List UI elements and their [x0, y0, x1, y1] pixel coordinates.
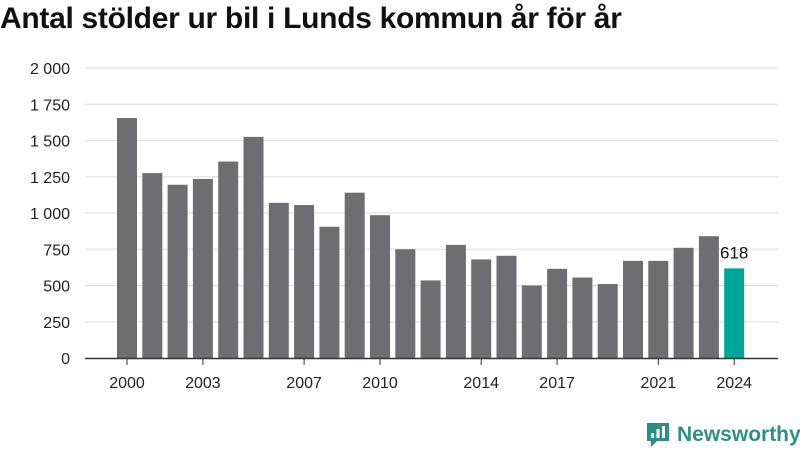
- bar-2012: [420, 280, 441, 358]
- bar-2002: [167, 184, 188, 358]
- bar-2014: [471, 259, 492, 358]
- y-tick-label: 750: [43, 242, 70, 259]
- x-tick-label: 2007: [286, 375, 322, 392]
- bar-2007: [294, 205, 315, 358]
- y-tick-label: 500: [43, 279, 70, 296]
- newsworthy-logo-icon: [647, 423, 669, 447]
- bar-2015: [496, 255, 517, 358]
- x-tick-label: 2017: [539, 375, 575, 392]
- bar-2011: [395, 249, 416, 358]
- y-tick-label: 0: [61, 351, 70, 368]
- bar-2021: [648, 260, 669, 358]
- y-tick-label: 1 000: [30, 206, 70, 223]
- bars: [117, 118, 745, 359]
- x-tick-label: 2021: [641, 375, 677, 392]
- bar-2003: [192, 178, 213, 358]
- bar-2013: [445, 244, 466, 358]
- labels: 0 250 500 750 1 000 1 250 1 500 1 750 2 000 2000 2…: [30, 61, 752, 392]
- bar-2006: [268, 202, 289, 358]
- bar-2010: [370, 215, 390, 358]
- axes: [85, 357, 778, 365]
- data-label-2024: 618: [720, 243, 748, 262]
- bar-2008: [319, 226, 340, 358]
- bar-2020: [623, 260, 643, 358]
- bar-2019: [597, 284, 618, 358]
- x-tick-label: 2014: [463, 375, 499, 392]
- bar-2018: [572, 277, 593, 358]
- y-tick-label: 1 750: [30, 97, 70, 114]
- bar-2000: [117, 118, 137, 359]
- y-tick-label: 250: [43, 315, 70, 332]
- newsworthy-logo: Newsworthy: [645, 421, 800, 449]
- bar-2009: [344, 192, 365, 358]
- bar-2016: [521, 285, 542, 358]
- logo-text: Newsworthy: [677, 423, 800, 446]
- x-tick-label: 2024: [716, 375, 752, 392]
- bar-2005: [243, 136, 264, 358]
- x-tick-label: 2010: [362, 375, 398, 392]
- chart-title: Antal stölder ur bil i Lunds kommun år f…: [0, 2, 622, 35]
- bar-2024: [724, 268, 745, 358]
- bar-2022: [673, 247, 694, 358]
- bar-2023: [698, 236, 719, 358]
- y-tick-label: 1 500: [30, 134, 70, 151]
- y-tick-label: 2 000: [30, 61, 70, 78]
- bar-2001: [142, 173, 163, 358]
- bar-2017: [547, 268, 568, 358]
- x-tick-label: 2003: [185, 375, 221, 392]
- x-tick-label: 2000: [109, 375, 145, 392]
- bar-2004: [218, 161, 239, 358]
- y-tick-label: 1 250: [30, 170, 70, 187]
